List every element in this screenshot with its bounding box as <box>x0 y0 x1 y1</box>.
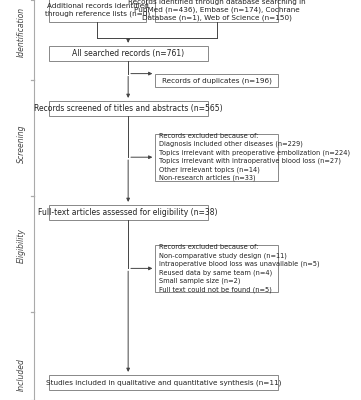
Text: Studies included in qualitative and quantitative synthesis (n=11): Studies included in qualitative and quan… <box>45 379 281 386</box>
Text: Full-text articles assessed for eligibility (n=38): Full-text articles assessed for eligibil… <box>38 208 218 217</box>
FancyBboxPatch shape <box>155 134 278 181</box>
Text: Records identified through database searching in
PubMed (n=436), Embase (n=174),: Records identified through database sear… <box>128 0 305 21</box>
FancyBboxPatch shape <box>49 375 278 390</box>
Text: Additional records identified
through reference lists (n=0): Additional records identified through re… <box>45 3 150 17</box>
Text: Identification: Identification <box>17 7 26 57</box>
FancyBboxPatch shape <box>155 0 278 22</box>
Text: Records excluded because of:
Non-comparative study design (n=11)
Intraoperative : Records excluded because of: Non-compara… <box>159 244 319 293</box>
FancyBboxPatch shape <box>49 0 146 22</box>
FancyBboxPatch shape <box>155 74 278 87</box>
FancyBboxPatch shape <box>155 245 278 292</box>
FancyBboxPatch shape <box>49 46 208 61</box>
Text: Included: Included <box>17 358 26 391</box>
Text: Records screened of titles and abstracts (n=565): Records screened of titles and abstracts… <box>34 104 222 113</box>
FancyBboxPatch shape <box>49 101 208 116</box>
Text: Eligibility: Eligibility <box>17 228 26 264</box>
Text: Records of duplicates (n=196): Records of duplicates (n=196) <box>162 77 271 84</box>
Text: Screening: Screening <box>17 125 26 163</box>
Text: Records excluded because of:
Diagnosis included other diseases (n=229)
Topics ir: Records excluded because of: Diagnosis i… <box>159 133 350 182</box>
Text: All searched records (n=761): All searched records (n=761) <box>72 49 184 58</box>
FancyBboxPatch shape <box>49 205 208 220</box>
